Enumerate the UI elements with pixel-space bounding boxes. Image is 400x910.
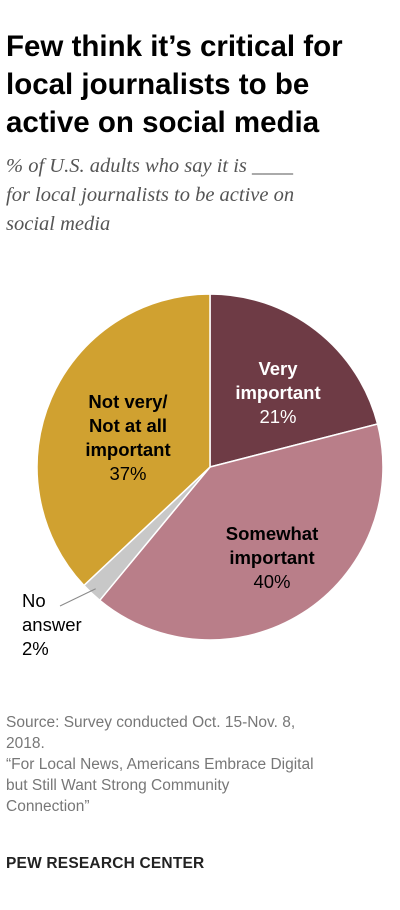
leader-line: [59, 588, 96, 607]
source-line: “For Local News, Americans Embrace Digit…: [6, 756, 314, 773]
slice-value-label: 37%: [109, 463, 146, 484]
slice-category-label: important: [229, 547, 314, 568]
title-line: active on social media: [6, 106, 320, 139]
slice-label: Not very/Not at all important 37%: [85, 391, 170, 484]
slice-category-label: important: [235, 382, 320, 403]
pie-slice: [98, 423, 384, 641]
brand-logo-text: PEW RESEARCH CENTER: [6, 855, 205, 872]
slice-category-label: No: [22, 590, 46, 611]
pie-chart: Very important 21% Somewhat important 40% No an…: [22, 293, 384, 659]
slice-category-label: Very: [258, 358, 298, 379]
slice-category-label: Not at all: [89, 415, 167, 436]
source-line: Connection”: [6, 798, 90, 815]
slice-value-label: 2%: [22, 638, 49, 659]
slice-category-label: important: [85, 439, 170, 460]
slice-label: Somewhat important 40%: [226, 523, 319, 592]
source-line: Source: Survey conducted Oct. 15-Nov. 8,: [6, 714, 296, 731]
slice-category-label: Somewhat: [226, 523, 319, 544]
chart-subtitle: % of U.S. adults who say it is ____ for …: [6, 152, 394, 239]
source-line: but Still Want Strong Community: [6, 777, 230, 794]
chart-title: Few think it’s critical for local journa…: [6, 28, 394, 142]
title-line: Few think it’s critical for: [6, 30, 343, 63]
subtitle-line: % of U.S. adults who say it is ____: [6, 155, 294, 177]
subtitle-line: for local journalists to be active on: [6, 184, 295, 206]
pie-slice: [209, 293, 379, 468]
slice-category-label: answer: [22, 614, 82, 635]
slice-category-label: Not very/: [88, 391, 167, 412]
slice-value-label: 21%: [259, 406, 296, 427]
title-line: local journalists to be: [6, 68, 310, 101]
slice-label: No answer 2%: [22, 590, 82, 659]
slice-label: Very important 21%: [235, 358, 320, 427]
pie-slice: [36, 293, 211, 587]
source-note: Source: Survey conducted Oct. 15-Nov. 8,…: [6, 712, 394, 817]
subtitle-line: social media: [6, 213, 111, 235]
slice-value-label: 40%: [253, 571, 290, 592]
source-line: 2018.: [6, 735, 45, 752]
